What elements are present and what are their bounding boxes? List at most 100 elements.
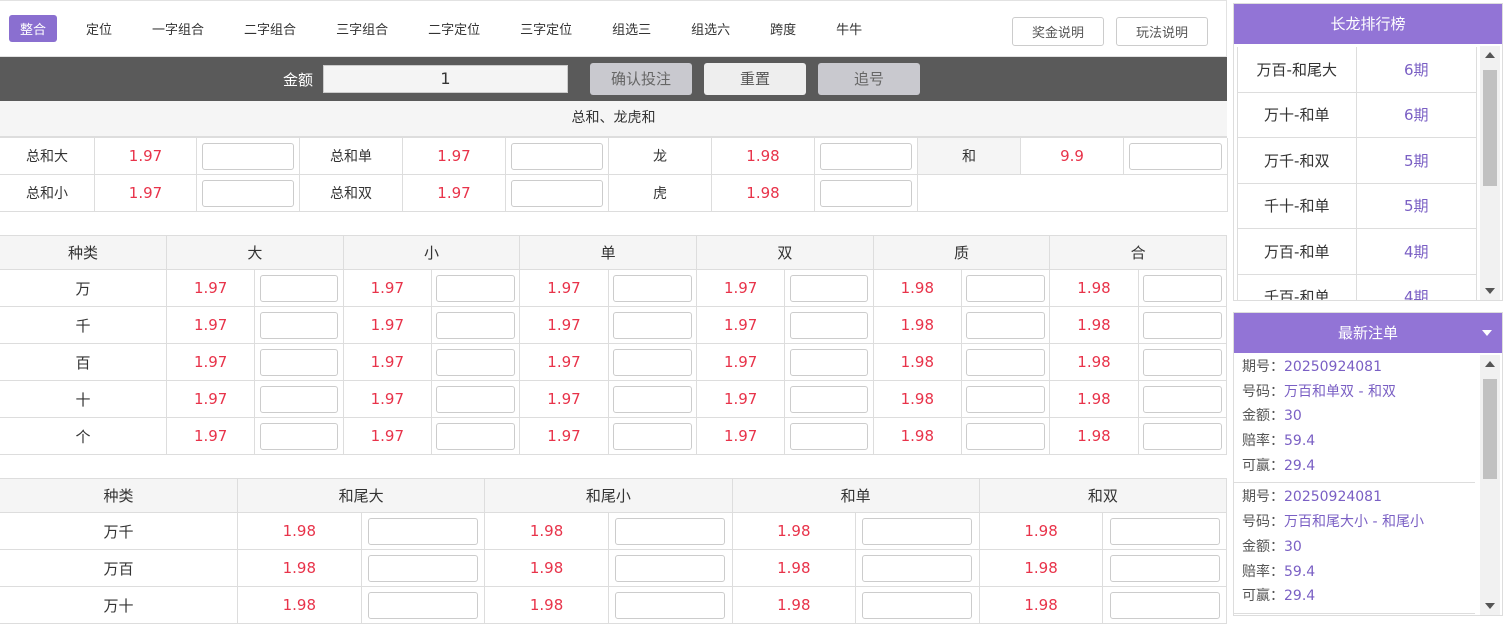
amount-input[interactable]: 1: [323, 65, 569, 93]
cell-odds: 1.97: [95, 138, 197, 175]
tab[interactable]: 跨度: [770, 23, 797, 38]
tab[interactable]: 三字组合: [336, 23, 389, 38]
ranking-row: 千十-和单 5期: [1237, 183, 1477, 229]
input-cell: [361, 513, 486, 550]
help-button[interactable]: 玩法说明: [1115, 17, 1208, 46]
odds-input[interactable]: [259, 311, 339, 339]
odds-input[interactable]: [1142, 311, 1222, 339]
panel-title: 长龙排行榜: [1234, 4, 1502, 44]
odds-input[interactable]: [789, 348, 869, 376]
tab[interactable]: 二字定位: [428, 23, 481, 38]
cell-odds: 1.98: [485, 513, 609, 550]
bet-button[interactable]: 追号: [818, 63, 921, 95]
odds-input[interactable]: [259, 385, 339, 413]
odds-input[interactable]: [1129, 142, 1222, 170]
odds-input[interactable]: [862, 591, 973, 619]
odds-input[interactable]: [1109, 517, 1220, 545]
odds-input[interactable]: [511, 142, 603, 170]
scrollbar: [1480, 46, 1500, 300]
input-cell: [1138, 344, 1227, 381]
help-button[interactable]: 奖金说明: [1011, 17, 1104, 46]
odds-input[interactable]: [436, 311, 516, 339]
bet-button[interactable]: 重置: [704, 63, 807, 95]
input-cell: [432, 344, 521, 381]
main-panel: 整合 定位 一字组合 二字组合 三字组合 二字定位 三字定位 组选三 组选六 跨度 牛牛 奖金说明 玩法…: [0, 0, 1228, 624]
column-header: 小: [343, 236, 521, 270]
odds-input[interactable]: [259, 422, 339, 450]
odds-input[interactable]: [1109, 554, 1220, 582]
odds-input[interactable]: [789, 311, 869, 339]
odds-input[interactable]: [436, 422, 516, 450]
odds-input[interactable]: [789, 385, 869, 413]
bet-button[interactable]: 确认投注: [590, 63, 693, 95]
odds-input[interactable]: [612, 385, 692, 413]
odds-input[interactable]: [966, 422, 1046, 450]
cell-odds: 1.98: [238, 550, 362, 587]
odds-input[interactable]: [789, 422, 869, 450]
scroll-down[interactable]: [1485, 288, 1495, 294]
odds-input[interactable]: [1142, 422, 1222, 450]
entry-line: 可赢：29.4: [1242, 584, 1467, 609]
odds-input[interactable]: [511, 179, 603, 207]
odds-input[interactable]: [612, 274, 692, 302]
odds-input[interactable]: [202, 142, 294, 170]
input-cell: [962, 381, 1051, 418]
odds-input[interactable]: [436, 385, 516, 413]
cell-odds: 1.98: [712, 138, 815, 175]
scroll-thumb[interactable]: [1483, 379, 1497, 479]
odds-input[interactable]: [1142, 274, 1222, 302]
odds-input[interactable]: [612, 422, 692, 450]
odds-input[interactable]: [615, 591, 726, 619]
odds-input[interactable]: [862, 517, 973, 545]
tab[interactable]: 整合: [9, 15, 58, 42]
odds-input[interactable]: [436, 274, 516, 302]
scroll-down[interactable]: [1485, 603, 1495, 609]
odds-input[interactable]: [367, 517, 478, 545]
field-value: 59.4: [1284, 433, 1316, 450]
scroll-up[interactable]: [1485, 361, 1495, 367]
input-cell: [1124, 138, 1228, 175]
field-label: 金额：: [1242, 408, 1284, 425]
tab[interactable]: 一字组合: [152, 23, 205, 38]
odds-input[interactable]: [820, 142, 912, 170]
tab[interactable]: 定位: [86, 23, 113, 38]
odds-input[interactable]: [612, 311, 692, 339]
odds-input[interactable]: [789, 274, 869, 302]
tab[interactable]: 二字组合: [244, 23, 297, 38]
odds-input[interactable]: [259, 348, 339, 376]
bet-bar: 金额 1 确认投注 重置 追号: [0, 57, 1227, 101]
odds-input[interactable]: [1109, 591, 1220, 619]
dropdown-caret[interactable]: [1482, 330, 1492, 336]
input-cell: [962, 344, 1051, 381]
odds-input[interactable]: [1142, 348, 1222, 376]
input-cell: [197, 175, 300, 212]
field-label: 金额：: [1242, 538, 1284, 555]
ranking-count: 6期: [1355, 92, 1477, 137]
odds-input[interactable]: [820, 179, 912, 207]
odds-input[interactable]: [966, 348, 1046, 376]
odds-input[interactable]: [966, 311, 1046, 339]
odds-input[interactable]: [1142, 385, 1222, 413]
tab[interactable]: 组选六: [691, 23, 731, 38]
odds-input[interactable]: [862, 554, 973, 582]
cell-odds: 1.98: [873, 344, 962, 381]
odds-input[interactable]: [966, 385, 1046, 413]
odds-input[interactable]: [615, 554, 726, 582]
odds-input[interactable]: [202, 179, 294, 207]
odds-input[interactable]: [966, 274, 1046, 302]
tab[interactable]: 牛牛: [836, 23, 863, 38]
input-cell: [608, 550, 733, 587]
odds-input[interactable]: [259, 274, 339, 302]
scroll-thumb[interactable]: [1483, 70, 1497, 186]
input-cell: [962, 418, 1051, 455]
tab[interactable]: 组选三: [612, 23, 652, 38]
tab[interactable]: 三字定位: [520, 23, 573, 38]
odds-input[interactable]: [367, 554, 478, 582]
odds-input[interactable]: [612, 348, 692, 376]
odds-input[interactable]: [436, 348, 516, 376]
entry-line: 期号：20250924081: [1242, 485, 1467, 510]
scroll-up[interactable]: [1485, 52, 1495, 58]
input-cell: [785, 307, 874, 344]
odds-input[interactable]: [367, 591, 478, 619]
odds-input[interactable]: [615, 517, 726, 545]
